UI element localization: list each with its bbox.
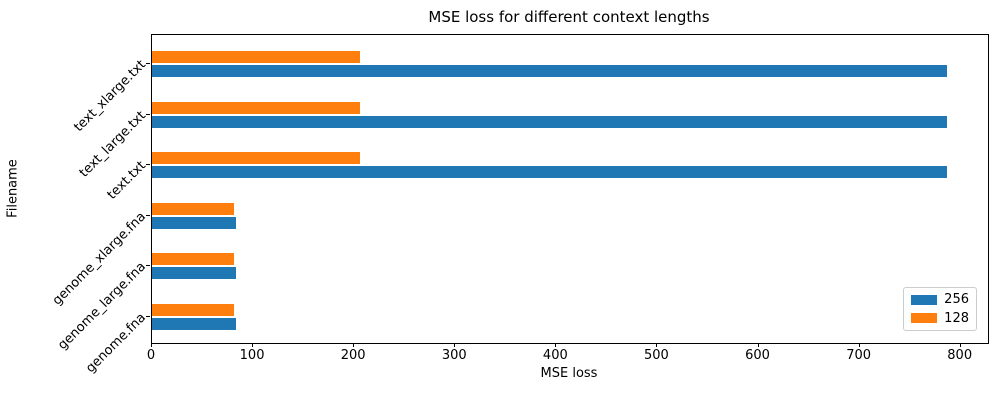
legend: 256 128 [903,287,977,331]
bar-genome.fna-ctx256 [152,318,236,330]
x-tick-mark [858,343,860,347]
x-tick-label-0: 0 [146,348,156,363]
x-tick-label-300: 300 [441,348,467,363]
x-tick-mark [151,343,152,347]
x-tick-label-700: 700 [846,348,872,363]
x-tick-label-600: 600 [745,348,770,363]
bar-genome.fna-ctx128 [152,304,234,316]
bar-text_large.txt-ctx256 [152,115,947,128]
x-tick-label-100: 100 [239,348,265,363]
x-tick-label-800: 800 [947,348,973,363]
x-tick-mark [656,343,658,347]
bar-genome_large.fna-ctx128 [152,253,234,266]
x-tick-mark [252,343,254,347]
bar-text.txt-ctx128 [152,152,361,165]
y-tick-mark [146,265,150,267]
bar-text.txt-ctx256 [152,166,947,179]
y-tick-mark [146,63,150,64]
bar-text_xlarge.txt-ctx256 [152,65,947,77]
legend-swatch-128 [911,313,937,324]
x-tick-mark [959,343,961,347]
y-tick-mark [146,316,150,317]
x-tick-label-200: 200 [340,348,366,363]
x-tick-label-400: 400 [542,348,568,363]
legend-item-256: 256 [911,292,969,307]
x-axis-label: MSE loss [540,366,598,381]
y-tick-mark [146,214,150,216]
bar-text_xlarge.txt-ctx128 [152,51,361,63]
legend-item-128: 128 [911,311,969,326]
x-tick-mark [757,343,759,347]
x-tick-mark [555,343,557,347]
bar-genome_xlarge.fna-ctx256 [152,216,236,229]
chart-title: MSE loss for different context lengths [428,8,710,26]
y-tick-mark [146,164,150,166]
x-tick-mark [353,343,355,347]
legend-label-128: 128 [944,310,969,326]
x-tick-label-500: 500 [644,348,669,363]
legend-swatch-256 [911,294,937,305]
bar-text_large.txt-ctx128 [152,101,361,114]
plot-area [151,34,989,344]
x-tick-mark [454,343,456,347]
y-tick-mark [146,113,150,115]
legend-label-256: 256 [944,292,969,308]
bar-genome_xlarge.fna-ctx128 [152,202,234,215]
bar-genome_large.fna-ctx256 [152,267,236,280]
